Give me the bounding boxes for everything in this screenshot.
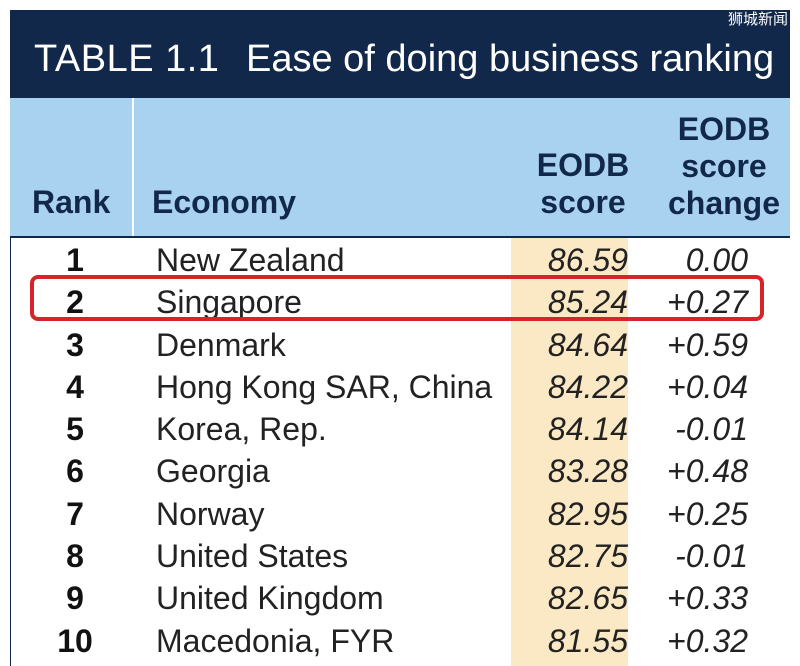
rank-cell: 1 — [66, 242, 84, 278]
table-row: 4 Hong Kong SAR, China 84.22 +0.04 — [10, 365, 790, 407]
header-change-line2: score — [681, 148, 767, 184]
highlight-box-singapore — [30, 275, 764, 321]
change-cell: 0.00 — [685, 242, 748, 278]
watermark-text: 狮城新闻 — [727, 10, 788, 28]
change-cell: +0.33 — [667, 580, 748, 617]
table-title: Ease of doing business ranking — [246, 38, 775, 80]
score-cell: 84.14 — [547, 411, 628, 448]
table-title-bar: TABLE 1.1 Ease of doing business ranking — [10, 10, 790, 98]
economy-cell: Korea, Rep. — [156, 411, 327, 448]
table-row: 8 United States 82.75 -0.01 — [10, 534, 790, 576]
rank-cell: 3 — [66, 326, 84, 363]
change-cell: +0.32 — [667, 622, 748, 659]
rank-cell: 2 — [66, 284, 84, 321]
rank-cell: 6 — [66, 453, 84, 490]
header-eodb-score-change: EODB score change — [660, 111, 788, 222]
change-cell: -0.01 — [675, 538, 748, 575]
header-eodb-score: EODB score — [526, 147, 640, 221]
score-cell: 84.22 — [547, 368, 628, 405]
rank-cell: 7 — [66, 495, 84, 532]
header-rank: Rank — [32, 184, 111, 220]
economy-cell: Singapore — [156, 284, 302, 321]
economy-cell: Georgia — [156, 453, 270, 490]
economy-cell: Denmark — [156, 326, 286, 363]
score-cell: 83.28 — [547, 453, 628, 490]
table-row: 6 Georgia 83.28 +0.48 — [10, 449, 790, 491]
table-row: 10 Macedonia, FYR 81.55 +0.32 — [10, 619, 790, 661]
economy-cell: Hong Kong SAR, China — [156, 368, 493, 405]
economy-cell: Macedonia, FYR — [156, 622, 395, 659]
economy-cell: Norway — [156, 495, 265, 532]
change-cell: +0.27 — [667, 284, 748, 321]
header-economy: Economy — [152, 184, 297, 220]
score-cell: 86.59 — [547, 242, 628, 278]
change-cell: +0.59 — [667, 326, 748, 363]
table-row: 2 Singapore 85.24 +0.27 — [10, 280, 790, 322]
score-cell: 84.64 — [547, 326, 628, 363]
change-cell: +0.04 — [667, 368, 748, 405]
score-cell: 82.95 — [547, 495, 628, 532]
economy-cell: United States — [156, 538, 349, 575]
table-row: 9 United Kingdom 82.65 +0.33 — [10, 576, 790, 618]
economy-cell: New Zealand — [156, 242, 345, 278]
rank-cell: 10 — [57, 622, 93, 659]
rank-cell: 5 — [66, 411, 84, 448]
table-row: 7 Norway 82.95 +0.25 — [10, 492, 790, 534]
score-column-shading — [511, 238, 628, 666]
table-number: TABLE 1.1 — [34, 38, 220, 80]
table-row: 5 Korea, Rep. 84.14 -0.01 — [10, 407, 790, 449]
table-row: 1 New Zealand 86.59 0.00 — [10, 238, 790, 280]
header-eodb-score-line2: score — [540, 184, 626, 220]
score-cell: 82.65 — [547, 580, 628, 617]
economy-cell: United Kingdom — [156, 580, 384, 617]
header-eodb-score-line1: EODB — [536, 147, 630, 183]
table-left-border — [10, 236, 11, 666]
rank-cell: 8 — [66, 538, 84, 575]
header-change-line1: EODB — [677, 111, 771, 147]
score-cell: 81.55 — [547, 622, 628, 659]
change-cell: +0.25 — [667, 495, 748, 532]
header-divider — [132, 98, 134, 236]
change-cell: -0.01 — [675, 411, 748, 448]
change-cell: +0.48 — [667, 453, 748, 490]
table-body: 1 New Zealand 86.59 0.00 2 Singapore 85.24 +0.2… — [10, 238, 790, 661]
table-header: Rank Economy EODB score EODB score chang… — [10, 98, 790, 238]
score-cell: 85.24 — [547, 284, 628, 321]
table-row: 3 Denmark 84.64 +0.59 — [10, 323, 790, 365]
rank-cell: 4 — [66, 368, 84, 405]
header-change-line3: change — [667, 185, 781, 221]
rank-cell: 9 — [66, 580, 84, 617]
score-cell: 82.75 — [547, 538, 628, 575]
